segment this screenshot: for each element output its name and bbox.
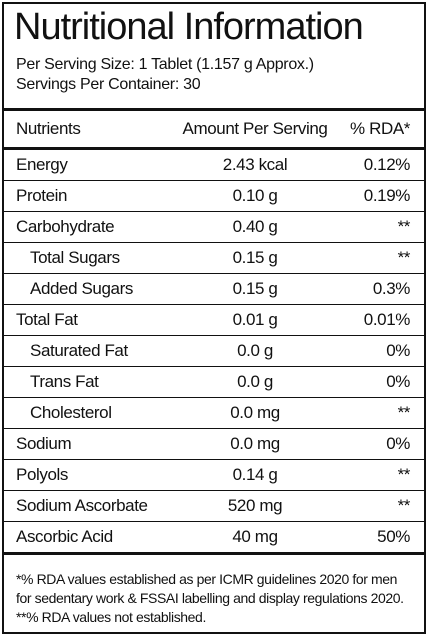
nutrient-row: Energy 2.43 kcal 0.12% bbox=[4, 148, 424, 181]
footnote: for sedentary work & FSSAI labelling and… bbox=[16, 590, 404, 606]
amount: 0.14 g bbox=[180, 459, 330, 491]
column-header: % RDA* bbox=[330, 108, 424, 150]
title: Nutritional Information bbox=[14, 6, 364, 48]
rda: ** bbox=[330, 242, 424, 274]
nutrient-row: Cholesterol 0.0 mg ** bbox=[4, 397, 424, 429]
nutrient-row: Saturated Fat 0.0 g 0% bbox=[4, 335, 424, 367]
nutrient-name: Sodium Ascorbate bbox=[4, 490, 180, 522]
amount: 0.01 g bbox=[180, 304, 330, 336]
nutrient-name: Saturated Fat bbox=[4, 335, 180, 367]
nutrient-name: Carbohydrate bbox=[4, 211, 180, 243]
amount: 0.15 g bbox=[180, 273, 330, 305]
nutrient-row: Sodium Ascorbate 520 mg ** bbox=[4, 490, 424, 522]
amount: 0.40 g bbox=[180, 211, 330, 243]
nutrient-row: Sodium 0.0 mg 0% bbox=[4, 428, 424, 460]
nutrient-name: Total Fat bbox=[4, 304, 180, 336]
amount: 0.0 g bbox=[180, 335, 330, 367]
nutrient-row: Ascorbic Acid 40 mg 50% bbox=[4, 521, 424, 555]
nutrient-row: Added Sugars 0.15 g 0.3% bbox=[4, 273, 424, 305]
header-row: Nutrients Amount Per Serving % RDA* bbox=[4, 108, 424, 150]
nutrient-row: Carbohydrate 0.40 g ** bbox=[4, 211, 424, 243]
nutrient-row: Total Fat 0.01 g 0.01% bbox=[4, 304, 424, 336]
nutrient-name: Total Sugars bbox=[4, 242, 180, 274]
nutrient-row: Trans Fat 0.0 g 0% bbox=[4, 366, 424, 398]
nutrient-name: Sodium bbox=[4, 428, 180, 460]
footnote: *% RDA values established as per ICMR gu… bbox=[16, 571, 398, 587]
amount: 0.10 g bbox=[180, 180, 330, 212]
nutrient-name: Polyols bbox=[4, 459, 180, 491]
nutrient-row: Protein 0.10 g 0.19% bbox=[4, 180, 424, 212]
column-header: Amount Per Serving bbox=[180, 108, 330, 150]
nutrient-name: Protein bbox=[4, 180, 180, 212]
nutrient-name: Energy bbox=[4, 148, 180, 181]
rda: 0.12% bbox=[330, 148, 424, 181]
nutrient-name: Added Sugars bbox=[4, 273, 180, 305]
rda: 50% bbox=[330, 521, 424, 555]
nutrient-name: Ascorbic Acid bbox=[4, 521, 180, 555]
serving-size: Per Serving Size: 1 Tablet (1.157 g Appr… bbox=[16, 56, 314, 73]
rda: 0.19% bbox=[330, 180, 424, 212]
column-header: Nutrients bbox=[4, 108, 180, 150]
rda: 0% bbox=[330, 335, 424, 367]
rda: 0% bbox=[330, 366, 424, 398]
nutrient-name: Trans Fat bbox=[4, 366, 180, 398]
footnotes: *% RDA values established as per ICMR gu… bbox=[16, 570, 404, 627]
nutrition-table: Nutrients Amount Per Serving % RDA* Ener… bbox=[4, 108, 424, 555]
amount: 0.0 mg bbox=[180, 397, 330, 429]
amount: 520 mg bbox=[180, 490, 330, 522]
servings-per-container: Servings Per Container: 30 bbox=[16, 76, 201, 93]
amount: 0.15 g bbox=[180, 242, 330, 274]
rda: 0.3% bbox=[330, 273, 424, 305]
rda: ** bbox=[330, 459, 424, 491]
amount: 0.0 mg bbox=[180, 428, 330, 460]
amount: 0.0 g bbox=[180, 366, 330, 398]
nutrition-label: Nutritional Information Per Serving Size… bbox=[2, 2, 426, 634]
footnote: **% RDA values not established. bbox=[16, 609, 206, 625]
nutrient-row: Total Sugars 0.15 g ** bbox=[4, 242, 424, 274]
rda: ** bbox=[330, 397, 424, 429]
nutrient-name: Cholesterol bbox=[4, 397, 180, 429]
rda: 0% bbox=[330, 428, 424, 460]
nutrient-row: Polyols 0.14 g ** bbox=[4, 459, 424, 491]
rda: 0.01% bbox=[330, 304, 424, 336]
amount: 2.43 kcal bbox=[180, 148, 330, 181]
rda: ** bbox=[330, 211, 424, 243]
rda: ** bbox=[330, 490, 424, 522]
amount: 40 mg bbox=[180, 521, 330, 555]
